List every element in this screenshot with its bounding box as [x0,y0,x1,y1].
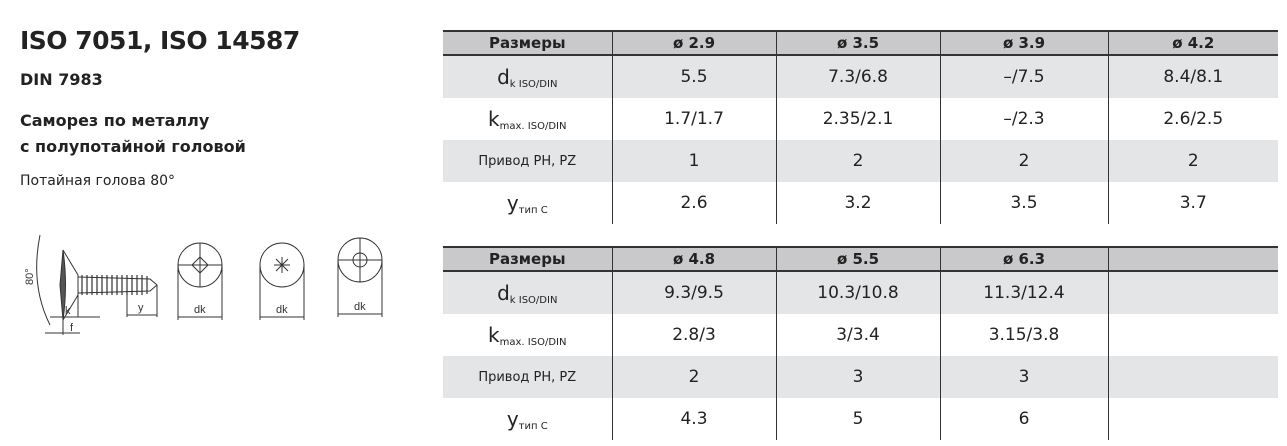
table-cell: 2 [775,140,940,182]
description-line: Саморез по металлу [20,111,210,130]
table-cell: 10.3/10.8 [775,271,940,314]
row-label-y: yтип C [506,406,548,432]
table-cell: 1.7/1.7 [611,98,776,140]
table-row-k: kmax. ISO/DIN 1.7/1.7 2.35/2.1 –/2.3 2.6… [443,98,1278,140]
table-header-row: Размеры ø 4.8 ø 5.5 ø 6.3 [443,246,1278,272]
table-cell: 3.5 [939,182,1108,224]
table-cell: 11.3/12.4 [939,271,1108,314]
torx-head-view: dk [337,237,383,317]
header-label: Размеры [443,30,612,56]
product-description: Саморез по металлу с полупотайной голово… [20,108,320,160]
table-cell [1107,314,1278,356]
size-header: ø 3.9 [939,30,1108,56]
angle-label: 80° [24,268,36,285]
size-header: ø 4.2 [1107,30,1278,56]
table-cell: 5 [775,398,940,440]
k-label: k [65,305,71,317]
row-label-drive: Привод PH, PZ [443,140,612,182]
table-cell: 2 [611,356,776,398]
table-cell: 4.3 [611,398,776,440]
table-cell: 8.4/8.1 [1107,55,1278,98]
page-title: ISO 7051, ISO 14587 [20,26,300,55]
table-cell: –/7.5 [939,55,1108,98]
table-cell: 1 [611,140,776,182]
head-note: Потайная голова 80° [20,173,176,189]
table-cell: 9.3/9.5 [611,271,776,314]
table-cell: 2.35/2.1 [775,98,940,140]
table-cell [1107,398,1278,440]
f-label: f [70,322,74,334]
table-cell: 2 [1107,140,1278,182]
size-header [1107,246,1278,272]
description-line: с полупотайной головой [20,137,246,156]
table-cell [1107,271,1278,314]
dimensions-table-2: Размеры ø 4.8 ø 5.5 ø 6.3 dk ISO/DIN 9.3… [443,246,1278,440]
table-row-drive: Привод PH, PZ 2 3 3 [443,356,1278,398]
size-header: ø 3.5 [775,30,940,56]
table-cell [1107,356,1278,398]
row-label-k: kmax. ISO/DIN [488,322,567,348]
table-row-dk: dk ISO/DIN 9.3/9.5 10.3/10.8 11.3/12.4 [443,271,1278,314]
table-cell: 3.2 [775,182,940,224]
table-cell: 2.6 [611,182,776,224]
screw-side-view: 80° k f y [24,234,158,335]
table-row-y: yтип C 4.3 5 6 [443,398,1278,440]
table-row-y: yтип C 2.6 3.2 3.5 3.7 [443,182,1278,224]
table-cell: 2.8/3 [611,314,776,356]
table-cell: 3.7 [1107,182,1278,224]
table-cell: 7.3/6.8 [775,55,940,98]
table-cell: 3.15/3.8 [939,314,1108,356]
table-cell: –/2.3 [939,98,1108,140]
row-label-dk: dk ISO/DIN [443,55,612,98]
row-label-drive: Привод PH, PZ [443,356,612,398]
table-cell: 5.5 [611,55,776,98]
phillips-head-view: dk [177,242,223,320]
pozidriv-head-view: dk [259,242,305,320]
table-header-row: Размеры ø 2.9 ø 3.5 ø 3.9 ø 4.2 [443,30,1278,56]
header-label: Размеры [443,246,612,272]
table-cell: 3/3.4 [775,314,940,356]
screw-technical-drawing: 80° k f y dk dk dk [24,234,383,335]
table-cell: 2 [939,140,1108,182]
table-cell: 2.6/2.5 [1107,98,1278,140]
table-cell: 3 [939,356,1108,398]
standard-subtitle: DIN 7983 [20,70,103,89]
size-header: ø 5.5 [775,246,940,272]
size-header: ø 6.3 [939,246,1108,272]
table-cell: 3 [775,356,940,398]
row-label-dk: dk ISO/DIN [443,271,612,314]
table-row-drive: Привод PH, PZ 1 2 2 2 [443,140,1278,182]
dk-label: dk [194,304,206,316]
table-cell: 6 [939,398,1108,440]
size-header: ø 4.8 [611,246,776,272]
y-label: y [138,302,144,314]
dk-label: dk [354,301,366,313]
table-row-k: kmax. ISO/DIN 2.8/3 3/3.4 3.15/3.8 [443,314,1278,356]
size-header: ø 2.9 [611,30,776,56]
dk-label: dk [276,304,288,316]
dimensions-table-1: Размеры ø 2.9 ø 3.5 ø 3.9 ø 4.2 dk ISO/D… [443,30,1278,224]
row-label-k: kmax. ISO/DIN [488,106,567,132]
row-label-y: yтип C [506,190,548,216]
table-row-dk: dk ISO/DIN 5.5 7.3/6.8 –/7.5 8.4/8.1 [443,55,1278,98]
